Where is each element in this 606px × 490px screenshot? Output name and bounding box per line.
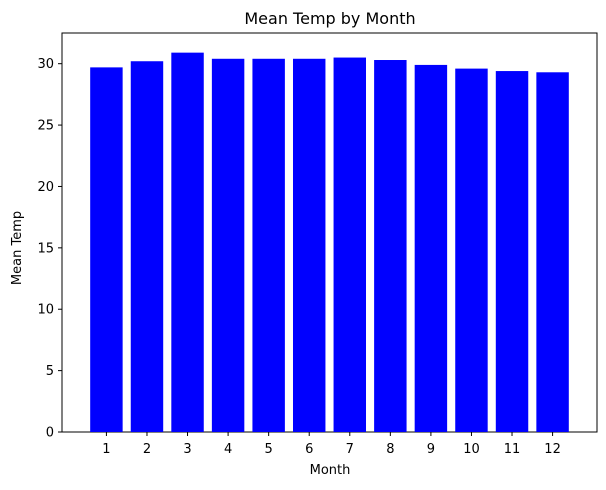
bar-month-8 <box>374 60 407 433</box>
x-tick-label: 11 <box>504 442 521 457</box>
bar-month-6 <box>292 58 326 432</box>
y-axis-label: Mean Temp <box>10 211 25 285</box>
x-tick-label: 10 <box>463 442 480 457</box>
x-tick-label: 8 <box>386 442 394 457</box>
y-tick-label: 10 <box>37 303 54 318</box>
bar-month-10 <box>455 68 488 432</box>
x-tick-label: 7 <box>346 442 354 457</box>
bar-month-7 <box>333 57 367 433</box>
x-tick-label: 9 <box>427 442 435 457</box>
y-tick-label: 30 <box>37 57 54 72</box>
x-tick-label: 2 <box>143 442 151 457</box>
y-tick-label: 5 <box>46 364 54 379</box>
plot-frame <box>61 32 598 433</box>
bar-month-2 <box>130 61 164 432</box>
x-tick-label: 6 <box>305 442 313 457</box>
x-axis: 1 2 3 4 5 6 7 8 9 10 11 12 <box>102 432 561 457</box>
x-tick-label: 1 <box>102 442 110 457</box>
x-axis-label: Month <box>310 463 351 478</box>
y-tick-label: 25 <box>37 119 54 134</box>
bars-group <box>90 52 569 433</box>
chart-title: Mean Temp by Month <box>244 9 415 28</box>
x-tick-label: 4 <box>224 442 232 457</box>
bar-month-3 <box>171 52 204 433</box>
bar-month-1 <box>90 67 123 433</box>
y-tick-label: 15 <box>37 241 54 256</box>
y-axis: 0 5 10 15 20 25 30 <box>37 57 62 441</box>
x-tick-label: 12 <box>544 442 561 457</box>
plot-area <box>61 32 598 433</box>
bar-month-9 <box>414 64 448 433</box>
y-tick-label: 0 <box>46 426 54 441</box>
bar-month-4 <box>211 58 245 432</box>
x-tick-label: 3 <box>183 442 191 457</box>
bar-month-12 <box>536 72 569 432</box>
bar-month-11 <box>495 71 529 432</box>
bar-month-5 <box>252 58 285 432</box>
y-tick-label: 20 <box>37 180 54 195</box>
x-tick-label: 5 <box>265 442 273 457</box>
